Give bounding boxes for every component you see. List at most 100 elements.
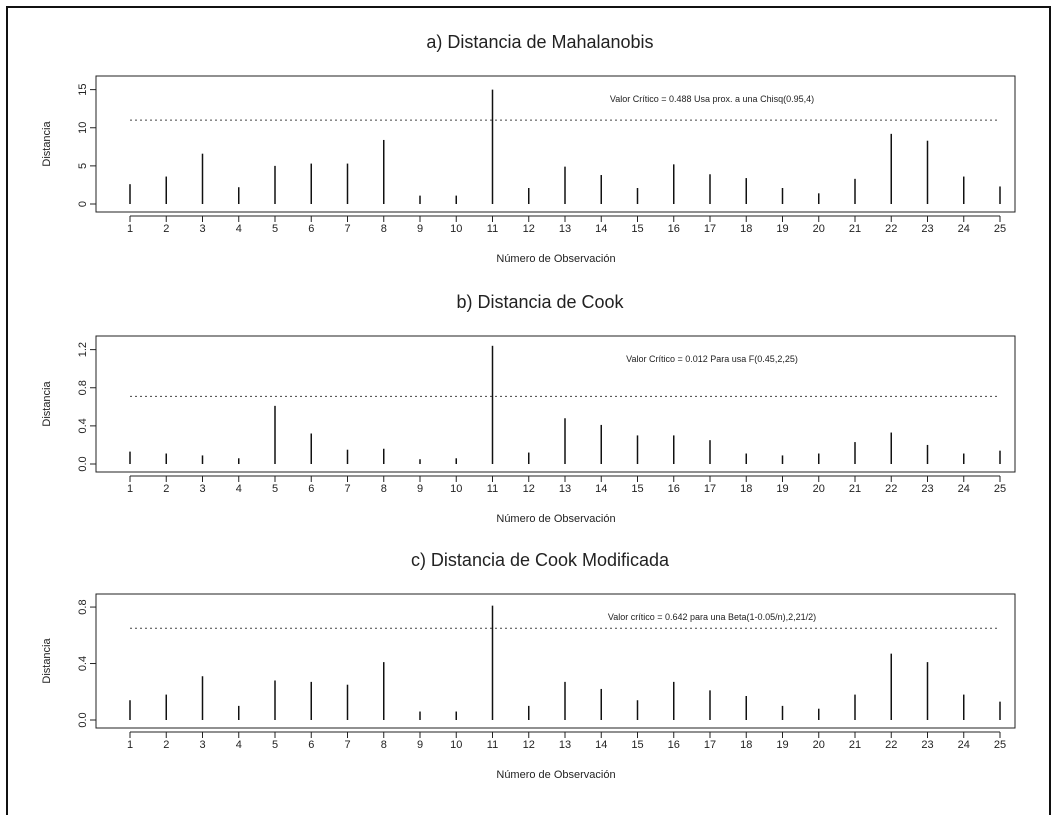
critical-value-annotation: Valor Crítico = 0.012 Para usa F(0.45,2,… [626,354,798,364]
chart-panel-1: a) Distancia de Mahalanobis 0 5 10 15 Distanc… [41,32,1016,265]
x-tick-label: 24 [958,483,970,495]
x-tick-label: 18 [740,483,752,495]
x-tick-label: 8 [381,483,387,495]
x-tick-label: 4 [236,223,242,235]
chart-panel-3: c) Distancia de Cook Modificada 0.0 0.4 0.8… [41,550,1016,781]
x-tick-label: 24 [958,739,970,751]
x-tick-label: 9 [417,739,423,751]
x-tick-label: 25 [994,483,1006,495]
x-tick-label: 4 [236,483,242,495]
critical-value-annotation: Valor Crítico = 0.488 Usa prox. a una Ch… [610,94,814,104]
x-tick-label: 16 [668,483,680,495]
chart-title: a) Distancia de Mahalanobis [426,32,653,52]
x-tick-label: 4 [236,739,242,751]
x-tick-label: 3 [199,223,205,235]
chart-panel-2: b) Distancia de Cook 0.0 0.4 0.8 1.2 Distanci… [41,292,1016,525]
y-tick-label: 0.8 [77,599,89,614]
x-tick-label: 8 [381,223,387,235]
x-tick-label: 20 [813,739,825,751]
x-tick-label: 2 [163,739,169,751]
chart-title: c) Distancia de Cook Modificada [411,550,670,570]
x-tick-label: 13 [559,739,571,751]
x-tick-label: 5 [272,739,278,751]
x-tick-label: 12 [523,739,535,751]
x-tick-label: 19 [776,483,788,495]
x-tick-label: 21 [849,739,861,751]
y-tick-label: 0.4 [77,418,89,433]
y-tick-label: 1.2 [77,342,89,357]
y-tick-label: 15 [77,84,89,96]
x-tick-label: 9 [417,223,423,235]
y-tick-label: 0.8 [77,380,89,395]
x-tick-label: 14 [595,483,607,495]
x-tick-label: 21 [849,483,861,495]
figure-frame [6,6,1051,815]
plot-box [95,75,1016,213]
x-tick-label: 14 [595,223,607,235]
x-tick-label: 22 [885,739,897,751]
x-tick-label: 1 [127,483,133,495]
y-tick-label: 0.0 [77,456,89,471]
x-tick-label: 10 [450,483,462,495]
y-axis-label: Distancia [41,121,53,167]
x-tick-label: 17 [704,483,716,495]
y-tick-label: 5 [77,163,89,169]
x-tick-label: 25 [994,223,1006,235]
x-tick-label: 11 [487,483,498,495]
x-axis-label: Número de Observación [496,769,615,781]
x-tick-label: 20 [813,223,825,235]
x-tick-label: 24 [958,223,970,235]
x-tick-label: 1 [127,739,133,751]
x-tick-label: 6 [308,223,314,235]
x-tick-label: 10 [450,739,462,751]
x-tick-label: 21 [849,223,861,235]
x-tick-label: 7 [344,483,350,495]
x-tick-label: 23 [921,739,933,751]
x-tick-label: 15 [631,483,643,495]
x-tick-label: 22 [885,223,897,235]
x-tick-label: 11 [487,223,498,235]
x-tick-label: 2 [163,223,169,235]
x-tick-label: 19 [776,739,788,751]
plot-box [95,593,1016,729]
x-tick-label: 22 [885,483,897,495]
x-tick-label: 23 [921,223,933,235]
x-axis-label: Número de Observación [496,513,615,525]
y-axis-label: Distancia [41,381,53,427]
x-tick-label: 17 [704,223,716,235]
y-tick-label: 0 [77,201,89,207]
x-tick-label: 13 [559,223,571,235]
x-tick-label: 7 [344,223,350,235]
x-tick-label: 12 [523,483,535,495]
x-tick-label: 25 [994,739,1006,751]
x-tick-label: 11 [487,739,498,751]
x-tick-label: 1 [127,223,133,235]
x-tick-label: 15 [631,739,643,751]
x-tick-label: 15 [631,223,643,235]
x-tick-label: 10 [450,223,462,235]
x-tick-label: 16 [668,739,680,751]
x-tick-label: 6 [308,483,314,495]
x-tick-label: 18 [740,739,752,751]
plot-box [95,335,1016,473]
x-tick-label: 2 [163,483,169,495]
x-tick-label: 13 [559,483,571,495]
x-tick-label: 16 [668,223,680,235]
x-tick-label: 5 [272,483,278,495]
x-tick-label: 9 [417,483,423,495]
x-tick-label: 6 [308,739,314,751]
x-tick-label: 12 [523,223,535,235]
x-tick-label: 3 [199,483,205,495]
critical-value-annotation: Valor crítico = 0.642 para una Beta(1-0.… [608,612,816,622]
x-tick-label: 20 [813,483,825,495]
y-tick-label: 10 [77,122,89,134]
x-tick-label: 18 [740,223,752,235]
x-tick-label: 3 [199,739,205,751]
x-tick-label: 7 [344,739,350,751]
x-axis-label: Número de Observación [496,253,615,265]
y-tick-label: 0.0 [77,712,89,727]
x-tick-label: 14 [595,739,607,751]
chart-title: b) Distancia de Cook [456,292,624,312]
x-tick-label: 17 [704,739,716,751]
